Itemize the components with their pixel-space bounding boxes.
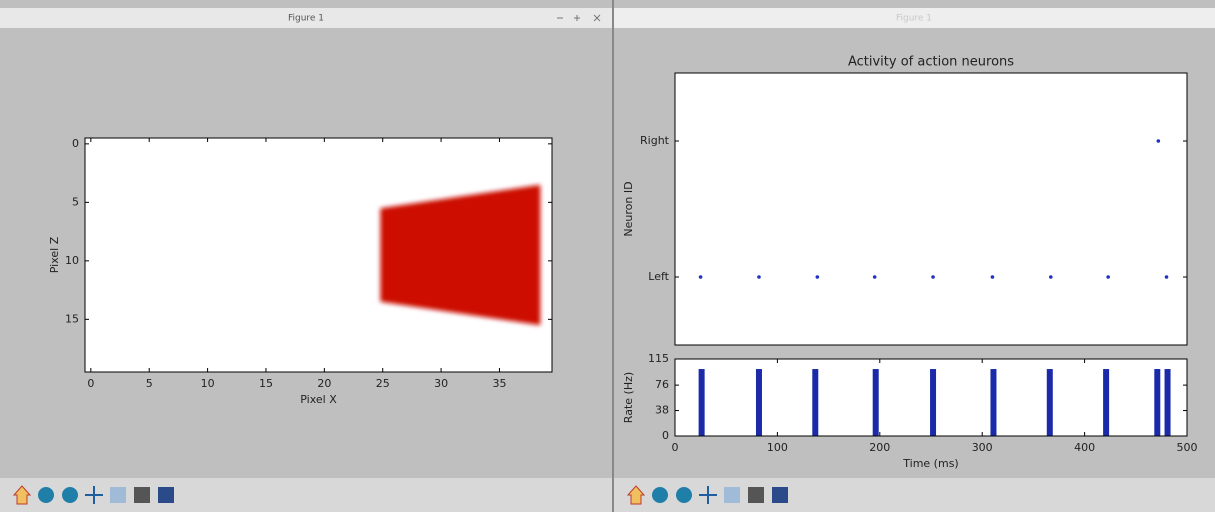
- toolbar-button[interactable]: [62, 487, 78, 503]
- screen: Figure 1 Figure 1 0 5 10 15 20 25 30 35 0 5 10 15 Pi…: [0, 0, 1215, 512]
- rate-bar: [1154, 369, 1160, 436]
- toolbar-button[interactable]: [38, 487, 54, 503]
- x-tick-label: 5: [146, 377, 153, 390]
- icon: [676, 487, 692, 503]
- x-tick-label: 0: [672, 441, 679, 454]
- icon: [110, 487, 126, 503]
- plot-area: [675, 73, 1187, 345]
- rate-bar: [930, 369, 936, 436]
- x-tick-label: 25: [376, 377, 390, 390]
- spike-point: [1165, 275, 1169, 279]
- y-axis-label: Neuron ID: [622, 181, 635, 236]
- spike-point: [757, 275, 761, 279]
- page: {"window_titles": ["Figure 1", "Figure 1…: [0, 0, 1215, 512]
- x-tick-label: 20: [317, 377, 331, 390]
- image-region: [380, 185, 540, 325]
- x-tick-label: 100: [767, 441, 788, 454]
- icon: [134, 487, 150, 503]
- icon: [158, 487, 174, 503]
- y-tick-label: 0: [72, 137, 79, 150]
- rate-bar: [812, 369, 818, 436]
- y-tick-label: Right: [640, 134, 670, 147]
- x-tick-label: 30: [434, 377, 448, 390]
- spike-point: [1049, 275, 1053, 279]
- x-tick-label: 15: [259, 377, 273, 390]
- toolbar-button[interactable]: [134, 487, 150, 503]
- spike-point: [1157, 139, 1161, 143]
- spike-point: [816, 275, 820, 279]
- y-tick-label: 10: [65, 254, 79, 267]
- y-axis-label: Rate (Hz): [622, 372, 635, 423]
- x-tick-label: 0: [87, 377, 94, 390]
- x-tick-label: 35: [492, 377, 506, 390]
- toolbar-button[interactable]: [110, 487, 126, 503]
- x-axis-label: Time (ms): [902, 457, 958, 470]
- spike-point: [931, 275, 935, 279]
- rate-bar: [699, 369, 705, 436]
- y-tick-label: 0: [662, 429, 669, 442]
- icon: [724, 487, 740, 503]
- toolbar-button[interactable]: [724, 487, 740, 503]
- toolbar-button[interactable]: [158, 487, 174, 503]
- rate-bar: [990, 369, 996, 436]
- window-title: Figure 1: [288, 14, 324, 24]
- page-body: Figure 1 Figure 1 0 5 10 15 20 25 30 35 0 5 10 15 Pi…: [0, 0, 1215, 512]
- x-tick-label: 300: [972, 441, 993, 454]
- rate-bar: [1103, 369, 1109, 436]
- divider: [612, 0, 614, 512]
- rate-bar: [1165, 369, 1171, 436]
- toolbar-button[interactable]: [748, 487, 764, 503]
- toolbar-button[interactable]: [652, 487, 668, 503]
- icon: [652, 487, 668, 503]
- spike-point: [873, 275, 877, 279]
- rate-bar: [1047, 369, 1053, 436]
- rate-bar: [756, 369, 762, 436]
- y-tick-label: 15: [65, 312, 79, 325]
- icon: [748, 487, 764, 503]
- x-tick-label: 10: [201, 377, 215, 390]
- y-tick-label: 38: [655, 404, 669, 417]
- rate-bar: [873, 369, 879, 436]
- icon: [772, 487, 788, 503]
- y-tick-label: 5: [72, 195, 79, 208]
- spike-point: [699, 275, 703, 279]
- spike-point: [991, 275, 995, 279]
- toolbar-button[interactable]: [676, 487, 692, 503]
- toolbar-button[interactable]: [772, 487, 788, 503]
- y-tick-label: 115: [648, 352, 669, 365]
- x-tick-label: 200: [869, 441, 890, 454]
- icon: [38, 487, 54, 503]
- chart-title: Activity of action neurons: [848, 55, 1014, 70]
- x-tick-label: 500: [1177, 441, 1198, 454]
- icon: [62, 487, 78, 503]
- window-title: Figure 1: [896, 14, 932, 24]
- spike-point: [1106, 275, 1110, 279]
- x-axis-label: Pixel X: [300, 393, 337, 406]
- y-tick-label: Left: [648, 270, 669, 283]
- x-tick-label: 400: [1074, 441, 1095, 454]
- y-tick-label: 76: [655, 378, 669, 391]
- y-axis-label: Pixel Z: [48, 236, 61, 273]
